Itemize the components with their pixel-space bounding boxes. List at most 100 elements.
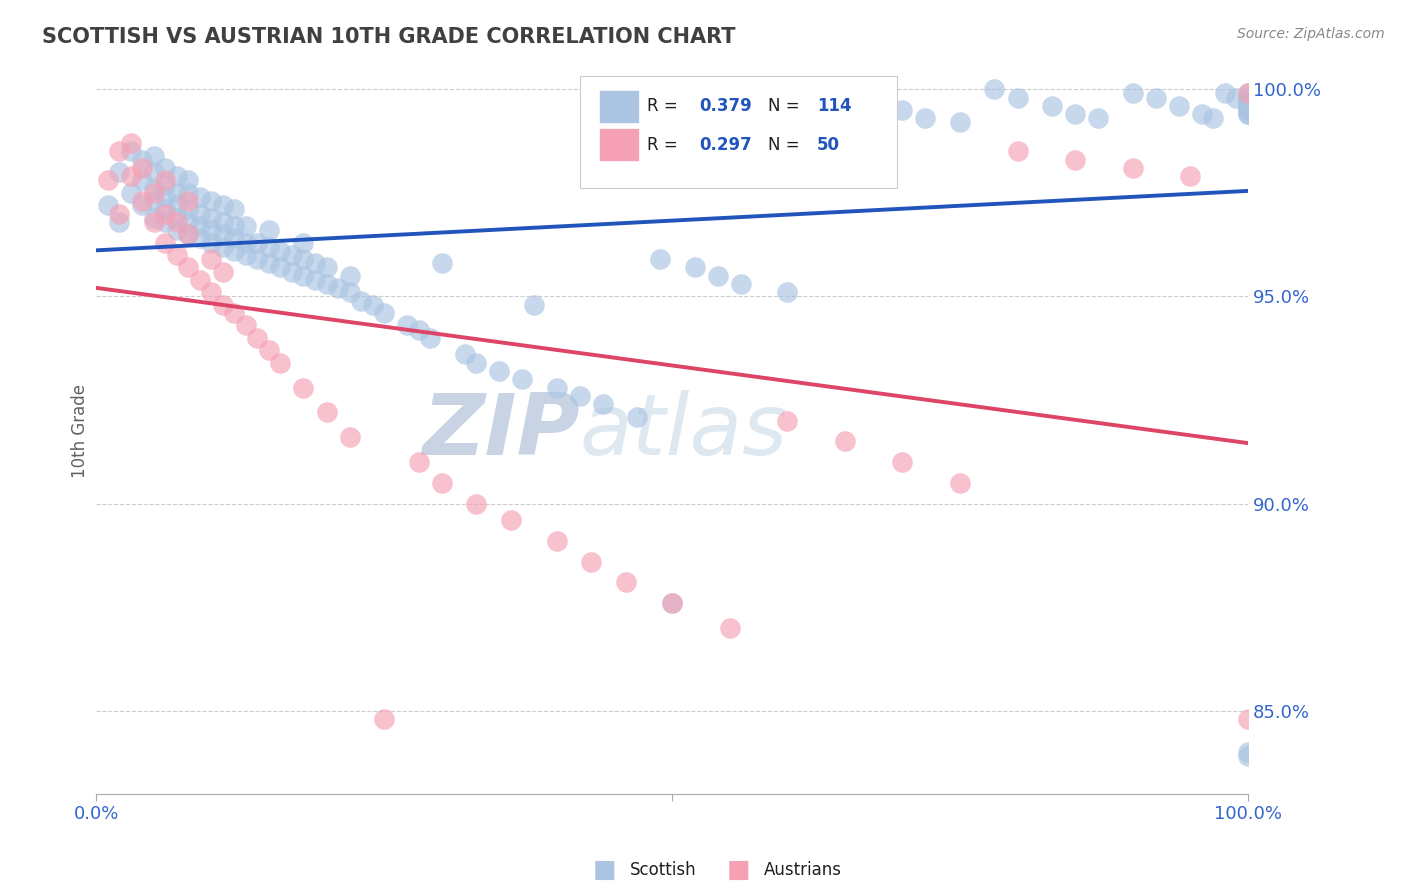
Point (683, 260, 706, 275)
Point (269, 260, 291, 275)
Point (523, 298, 546, 312)
Point (131, 173, 153, 187)
Point (177, 186, 200, 200)
Point (499, 513, 522, 527)
Point (1237, 87, 1260, 101)
Text: R =: R = (647, 97, 683, 115)
Point (776, 414, 799, 428)
Point (1237, 103, 1260, 117)
Point (1237, 95, 1260, 109)
Point (235, 248, 257, 262)
Point (1064, 107, 1087, 121)
Text: 0.297: 0.297 (700, 136, 752, 153)
Point (142, 211, 165, 225)
Point (281, 264, 304, 278)
Point (120, 169, 142, 184)
Point (155, 215, 177, 229)
Point (257, 343, 280, 358)
Point (188, 190, 211, 204)
Text: 114: 114 (817, 97, 852, 115)
Point (212, 264, 235, 278)
Point (224, 244, 246, 258)
Point (188, 231, 211, 245)
Point (166, 186, 188, 200)
Point (1180, 169, 1202, 184)
Point (155, 178, 177, 192)
Text: ■: ■ (727, 858, 749, 881)
Text: 50: 50 (817, 136, 841, 153)
Point (108, 145, 131, 159)
Text: ZIP: ZIP (422, 390, 579, 473)
Text: Source: ZipAtlas.com: Source: ZipAtlas.com (1237, 27, 1385, 41)
Point (304, 273, 326, 287)
Point (1122, 161, 1144, 175)
Point (592, 397, 614, 411)
Point (224, 231, 246, 245)
Point (246, 252, 269, 267)
Point (373, 712, 395, 726)
Point (661, 596, 683, 610)
Point (108, 215, 131, 229)
Point (510, 372, 533, 386)
Point (373, 306, 395, 320)
Point (396, 318, 419, 333)
Point (131, 194, 153, 208)
Point (142, 182, 165, 196)
Point (488, 364, 510, 378)
Point (281, 248, 304, 262)
Point (166, 198, 188, 212)
Point (834, 95, 856, 109)
Point (212, 215, 235, 229)
Point (546, 533, 568, 548)
Point (1225, 90, 1247, 104)
Point (419, 331, 441, 345)
Point (200, 285, 222, 300)
Point (430, 475, 453, 490)
Point (212, 240, 235, 254)
Point (834, 434, 856, 449)
Point (1191, 107, 1213, 121)
Point (155, 235, 177, 250)
Point (1237, 90, 1260, 104)
Point (166, 223, 188, 237)
Point (235, 318, 257, 333)
Point (650, 252, 672, 267)
Point (661, 596, 683, 610)
Point (235, 219, 257, 233)
Point (1237, 87, 1260, 101)
Point (212, 298, 235, 312)
Text: N =: N = (768, 97, 804, 115)
Point (292, 268, 315, 283)
Point (155, 190, 177, 204)
Point (155, 202, 177, 217)
Point (166, 169, 188, 184)
Point (1213, 87, 1236, 101)
Point (224, 202, 246, 217)
Point (430, 256, 453, 270)
Point (97, 198, 120, 212)
Point (315, 260, 337, 275)
Text: SCOTTISH VS AUSTRIAN 10TH GRADE CORRELATION CHART: SCOTTISH VS AUSTRIAN 10TH GRADE CORRELAT… (42, 27, 735, 46)
Point (200, 194, 222, 208)
Point (1040, 99, 1063, 113)
Point (1122, 87, 1144, 101)
Point (269, 356, 291, 370)
Point (304, 256, 326, 270)
Point (361, 298, 384, 312)
Point (142, 148, 165, 162)
Point (166, 211, 188, 225)
Point (1007, 90, 1029, 104)
Point (983, 82, 1005, 96)
Point (326, 281, 349, 295)
Point (212, 227, 235, 242)
Point (257, 223, 280, 237)
Point (730, 277, 752, 291)
Point (200, 223, 222, 237)
Point (546, 381, 568, 395)
Point (707, 268, 730, 283)
Point (614, 575, 637, 590)
Point (212, 198, 235, 212)
Text: atlas: atlas (579, 390, 787, 473)
Point (131, 153, 153, 167)
Point (200, 211, 222, 225)
